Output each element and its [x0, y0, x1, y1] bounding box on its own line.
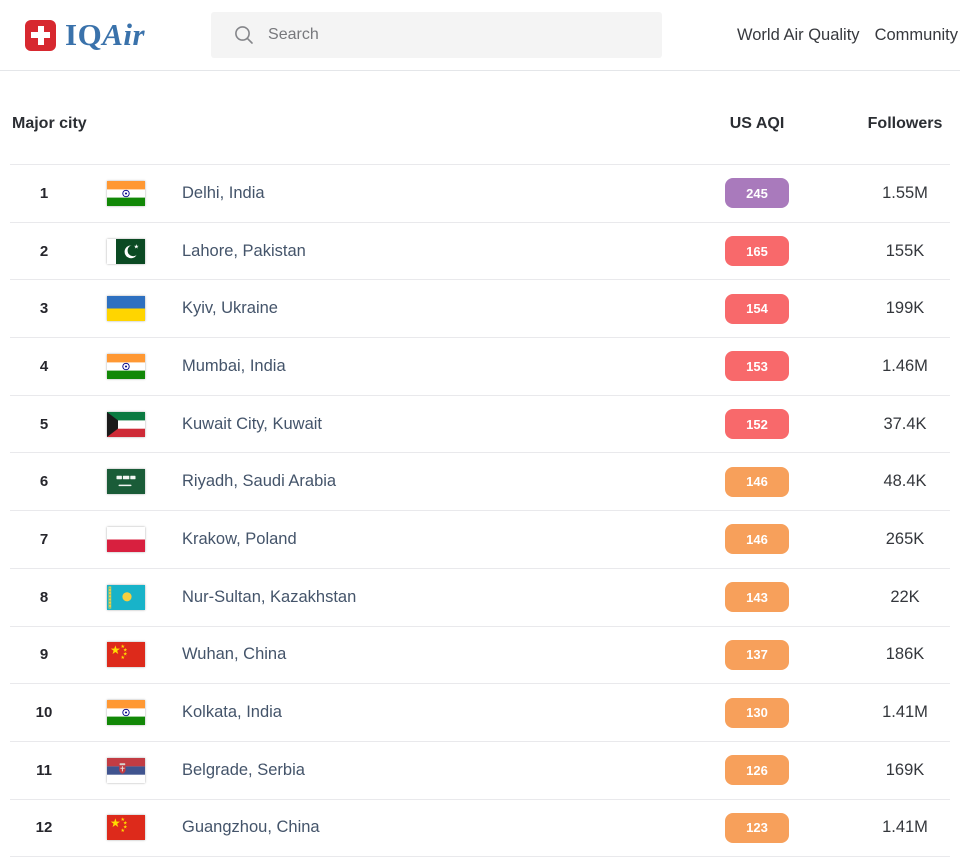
serbia-flag [107, 757, 145, 783]
rank-number: 4 [39, 357, 49, 375]
poland-flag [107, 526, 145, 552]
search-bar[interactable] [211, 12, 663, 58]
rank-number: 2 [39, 242, 49, 260]
search-icon [235, 26, 253, 44]
svg-text:★: ★ [134, 243, 139, 250]
aqi-badge: 153 [725, 351, 789, 382]
followers-count: 186K [885, 645, 925, 664]
svg-text:★: ★ [123, 825, 128, 831]
aqi-badge: 130 [725, 697, 789, 728]
svg-text:★: ★ [110, 643, 121, 657]
rank-number: 1 [39, 184, 49, 202]
table-row[interactable]: 12 ★ ★ ★ ★ ★ Guangzhou, China 123 1.41M [10, 800, 950, 858]
svg-text:★: ★ [121, 828, 126, 834]
followers-count: 199K [885, 299, 925, 318]
rank-number: 10 [35, 704, 53, 722]
aqi-badge: 143 [725, 582, 789, 613]
swiss-cross-icon [25, 19, 56, 51]
brand-name: IQAir [65, 17, 146, 52]
aqi-badge: 165 [725, 236, 789, 267]
svg-text:★: ★ [121, 655, 126, 661]
aqi-badge: 123 [725, 812, 789, 843]
svg-text:★: ★ [110, 816, 121, 830]
aqi-badge: 245 [725, 178, 789, 209]
city-name: Wuhan, China [182, 645, 287, 664]
saudi-arabia-flag [107, 469, 145, 495]
rank-number: 5 [39, 415, 49, 433]
search-input[interactable] [268, 26, 629, 44]
aqi-badge: 137 [725, 639, 789, 670]
table-row[interactable]: 7 Krakow, Poland 146 265K [10, 511, 950, 569]
india-flag [107, 700, 145, 726]
followers-count: 155K [885, 241, 925, 260]
followers-count: 48.4K [883, 472, 927, 491]
nav-world-air-quality[interactable]: World Air Quality [736, 25, 860, 44]
aqi-badge: 126 [725, 755, 789, 786]
svg-text:★: ★ [123, 821, 128, 827]
followers-count: 265K [885, 529, 925, 548]
city-name: Guangzhou, China [182, 818, 320, 837]
city-name: Kuwait City, Kuwait [182, 414, 322, 433]
header-nav: World Air Quality Community [737, 26, 958, 45]
rank-number: 12 [35, 819, 53, 837]
column-header-us-aqi: US AQI [729, 114, 785, 132]
table-row[interactable]: 3 Kyiv, Ukraine 154 199K [10, 280, 950, 339]
table-row[interactable]: 11 Belgrade, Serbia 126 169K [10, 742, 950, 800]
rank-number: 8 [39, 588, 49, 606]
column-header-major-city: Major city [12, 114, 87, 132]
table-row[interactable]: 10 Kolkata, India 130 1.41M [10, 684, 950, 742]
city-name: Kyiv, Ukraine [182, 299, 278, 318]
top-header: IQAir World Air Quality Community [0, 0, 960, 71]
city-ranking-table: Major city US AQI Followers 1 Delhi, Ind… [10, 71, 950, 858]
rank-number: 11 [36, 761, 52, 779]
city-name: Belgrade, Serbia [182, 760, 305, 779]
svg-text:★: ★ [121, 644, 126, 650]
followers-count: 1.41M [882, 818, 928, 837]
china-flag: ★ ★ ★ ★ ★ [107, 815, 145, 841]
iqair-logo[interactable]: IQAir [25, 17, 145, 53]
table-header-row: Major city US AQI Followers [10, 71, 950, 165]
table-row[interactable]: 2 ★ Lahore, Pakistan 165 155K [10, 223, 950, 281]
ukraine-flag [107, 296, 145, 322]
rank-number: 6 [39, 473, 49, 491]
city-name: Delhi, India [182, 183, 265, 202]
table-row[interactable]: 1 Delhi, India 245 1.55M [10, 165, 950, 223]
followers-count: 1.55M [882, 183, 928, 202]
svg-text:★: ★ [123, 652, 128, 658]
india-flag [107, 353, 145, 379]
aqi-badge: 146 [725, 466, 789, 497]
china-flag: ★ ★ ★ ★ ★ [107, 642, 145, 668]
table-row[interactable]: 8 Nur-Sultan, Kazakhstan 143 22K [10, 569, 950, 627]
table-row[interactable]: 6 Riyadh, Saudi Arabia 146 48.4K [10, 453, 950, 512]
city-name: Kolkata, India [182, 703, 282, 722]
aqi-badge: 152 [725, 409, 789, 440]
city-name: Lahore, Pakistan [182, 241, 306, 260]
kuwait-flag [107, 411, 145, 437]
followers-count: 169K [885, 760, 925, 779]
city-name: Mumbai, India [182, 356, 286, 375]
kazakhstan-flag [107, 584, 145, 610]
svg-text:★: ★ [121, 817, 126, 823]
followers-count: 37.4K [883, 414, 927, 433]
india-flag [107, 180, 145, 206]
table-row[interactable]: 4 Mumbai, India 153 1.46M [10, 338, 950, 396]
aqi-badge: 146 [725, 524, 789, 555]
nav-community[interactable]: Community [874, 25, 958, 44]
city-name: Krakow, Poland [182, 529, 297, 548]
pakistan-flag: ★ [107, 238, 145, 264]
followers-count: 1.41M [882, 703, 928, 722]
table-row[interactable]: 5 Kuwait City, Kuwait 152 37.4K [10, 396, 950, 454]
city-name: Riyadh, Saudi Arabia [182, 472, 337, 491]
city-name: Nur-Sultan, Kazakhstan [182, 587, 357, 606]
followers-count: 22K [890, 587, 920, 606]
aqi-badge: 154 [725, 293, 789, 324]
table-row[interactable]: 9 ★ ★ ★ ★ ★ Wuhan, China 137 186K [10, 627, 950, 685]
followers-count: 1.46M [882, 356, 928, 375]
column-header-followers: Followers [867, 114, 943, 132]
rank-number: 7 [39, 530, 49, 548]
svg-text:★: ★ [123, 648, 128, 654]
rank-number: 9 [39, 646, 49, 664]
rank-number: 3 [39, 300, 49, 318]
